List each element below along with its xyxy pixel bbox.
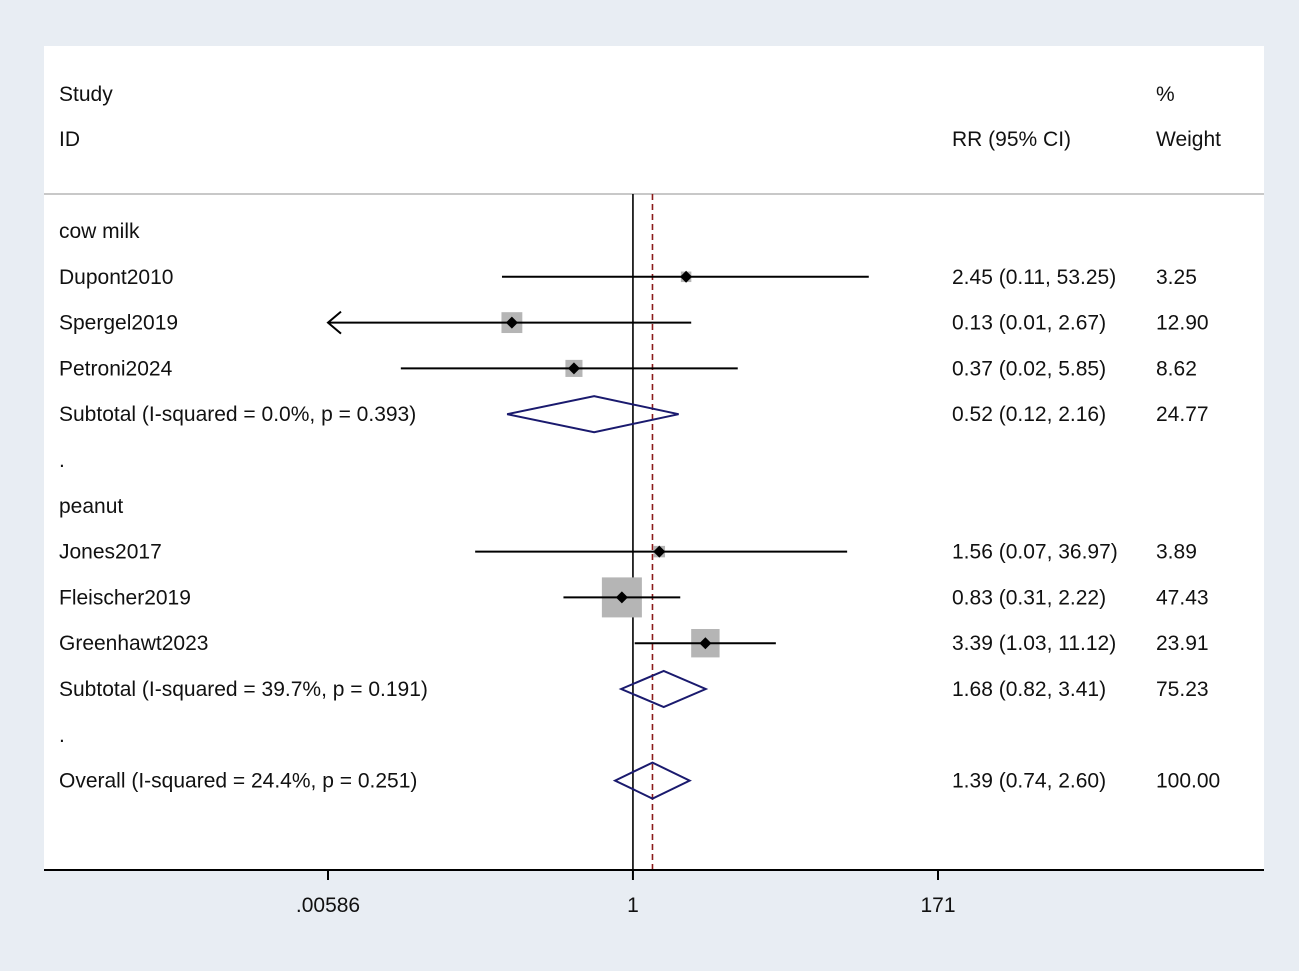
ci-text-4: 0.52 (0.12, 2.16) xyxy=(952,403,1106,426)
row-label-11: . xyxy=(59,724,65,747)
ci-text-9: 3.39 (1.03, 11.12) xyxy=(952,632,1116,655)
ci-text-7: 1.56 (0.07, 36.97) xyxy=(952,541,1118,564)
row-label-6: peanut xyxy=(59,495,123,518)
header-effect-label: RR (95% CI) xyxy=(952,128,1071,151)
ci-text-10: 1.68 (0.82, 3.41) xyxy=(952,678,1106,701)
weight-text-8: 47.43 xyxy=(1156,586,1209,609)
row-label-4: Subtotal (I-squared = 0.0%, p = 0.393) xyxy=(59,403,416,426)
weight-text-4: 24.77 xyxy=(1156,403,1209,426)
point-estimate-2 xyxy=(505,316,518,329)
row-label-3: Petroni2024 xyxy=(59,357,173,380)
point-estimate-1 xyxy=(680,270,693,283)
weight-text-9: 23.91 xyxy=(1156,632,1209,655)
x-tick-label-0: .00586 xyxy=(296,894,360,917)
row-label-2: Spergel2019 xyxy=(59,312,178,335)
point-estimate-3 xyxy=(567,362,580,375)
row-label-8: Fleischer2019 xyxy=(59,586,191,609)
header-weight: Weight xyxy=(1156,128,1221,151)
x-tick-label-1: 1 xyxy=(627,894,639,917)
point-estimate-9 xyxy=(699,637,712,650)
weight-text-2: 12.90 xyxy=(1156,312,1209,335)
weight-text-7: 3.89 xyxy=(1156,541,1197,564)
subtotal-diamond-10 xyxy=(618,669,709,709)
forest-marks xyxy=(326,194,869,870)
ci-text-3: 0.37 (0.02, 5.85) xyxy=(952,357,1106,380)
ci-text-8: 0.83 (0.31, 2.22) xyxy=(952,586,1106,609)
x-tick-label-2: 171 xyxy=(920,894,955,917)
row-label-0: cow milk xyxy=(59,220,140,243)
row-label-1: Dupont2010 xyxy=(59,266,173,289)
header-id: ID xyxy=(59,128,80,151)
subtotal-diamond-4 xyxy=(506,395,679,434)
ci-text-1: 2.45 (0.11, 53.25) xyxy=(952,266,1116,289)
ci-arrow-2 xyxy=(326,310,342,335)
ci-text-12: 1.39 (0.74, 2.60) xyxy=(952,770,1106,793)
row-label-7: Jones2017 xyxy=(59,541,162,564)
row-labels: cow milk Dupont2010 2.45 (0.11, 53.25) 3.25… xyxy=(59,220,1220,793)
row-label-12: Overall (I-squared = 24.4%, p = 0.251) xyxy=(59,770,417,793)
row-label-10: Subtotal (I-squared = 39.7%, p = 0.191) xyxy=(59,678,428,701)
header-study: Study xyxy=(59,83,113,106)
weight-text-3: 8.62 xyxy=(1156,357,1197,380)
weight-text-1: 3.25 xyxy=(1156,266,1197,289)
row-label-9: Greenhawt2023 xyxy=(59,632,208,655)
row-label-5: . xyxy=(59,449,65,472)
weight-text-12: 100.00 xyxy=(1156,770,1220,793)
point-estimate-7 xyxy=(653,545,666,558)
point-estimate-8 xyxy=(615,591,628,604)
header-weight-percent: % xyxy=(1156,83,1175,106)
ci-text-2: 0.13 (0.01, 2.67) xyxy=(952,312,1106,335)
x-axis: .00586 1 171 xyxy=(44,869,1264,917)
plot-panel xyxy=(44,46,1264,870)
overall-diamond-12 xyxy=(612,761,692,800)
weight-text-10: 75.23 xyxy=(1156,678,1209,701)
